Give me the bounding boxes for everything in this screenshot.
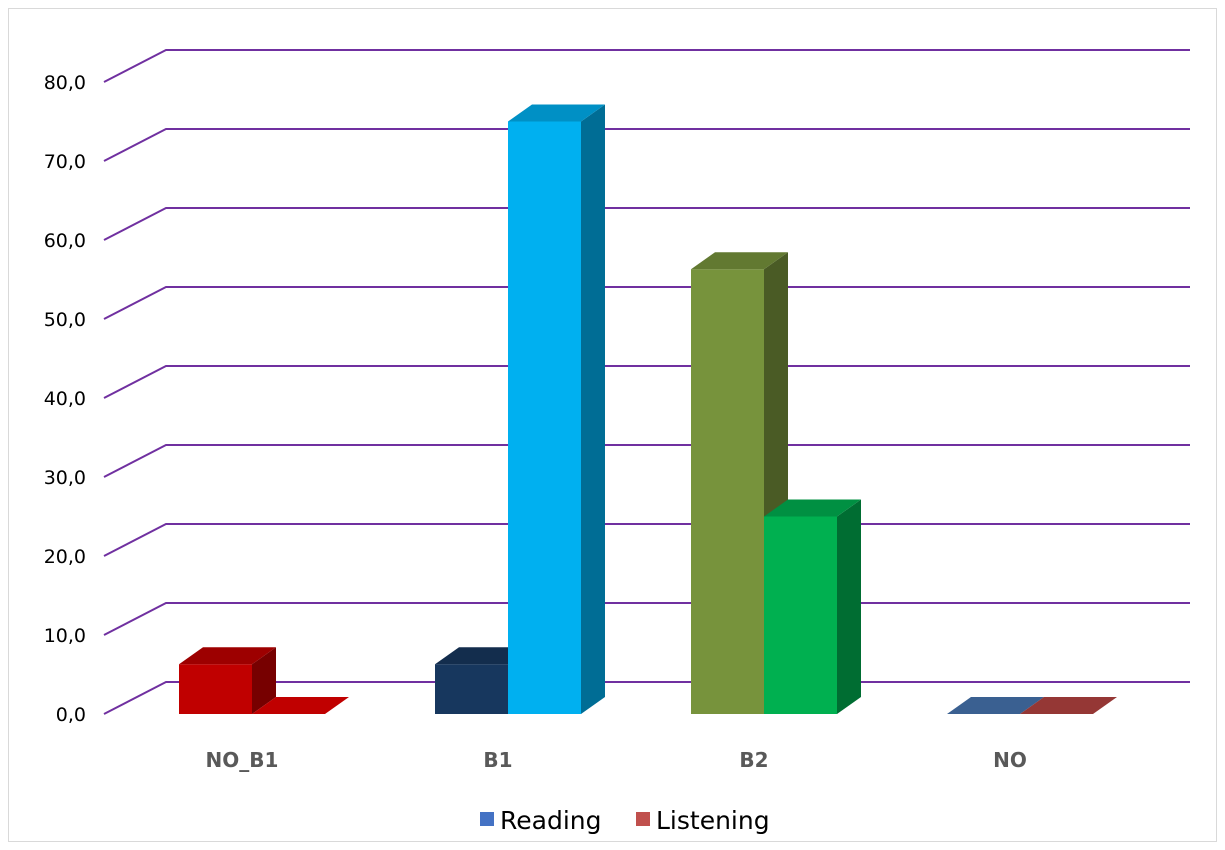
y-tick-label: 40,0 (44, 388, 86, 410)
bar-top (435, 647, 532, 665)
bars (179, 104, 1117, 715)
bar-side (252, 647, 276, 714)
bar-front (508, 121, 581, 714)
gridline (103, 207, 1190, 241)
bar (252, 697, 349, 714)
gridline (103, 128, 1190, 162)
bar-top (508, 104, 605, 122)
bar (764, 499, 861, 714)
x-tick-label: B1 (483, 748, 512, 772)
gridline (103, 286, 1190, 320)
bar (1020, 697, 1117, 714)
y-tick-label: 10,0 (44, 625, 86, 647)
bar-side (837, 499, 861, 714)
gridline (103, 49, 1190, 83)
y-tick-label: 70,0 (44, 151, 86, 173)
legend-label-listening: Listening (656, 806, 770, 835)
bar-top (179, 647, 276, 665)
bar-front (179, 664, 252, 714)
bar (179, 647, 276, 714)
gridline (103, 602, 1190, 636)
legend-label-reading: Reading (500, 806, 601, 835)
y-tick-label: 80,0 (44, 72, 86, 94)
bar (947, 697, 1044, 714)
bar-top (252, 697, 349, 714)
y-tick-label: 20,0 (44, 546, 86, 568)
y-tick-label: 60,0 (44, 230, 86, 252)
x-tick-label: NO_B1 (206, 748, 279, 772)
y-tick-label: 30,0 (44, 467, 86, 489)
bar-top (947, 697, 1044, 714)
bar (508, 104, 605, 714)
bar-front (435, 664, 508, 714)
x-axis-ticks: NO_B1 B1 B2 NO (206, 748, 1027, 772)
y-tick-label: 0,0 (56, 704, 86, 726)
gridline (103, 444, 1190, 478)
y-tick-label: 50,0 (44, 309, 86, 331)
legend-swatch-listening (636, 812, 650, 826)
bar-side (581, 104, 605, 714)
gridline (103, 523, 1190, 557)
legend-swatch-reading (480, 812, 494, 826)
gridline (103, 365, 1190, 399)
y-axis-ticks: 0,0 10,0 20,0 30,0 40,0 50,0 60,0 70,0 80,0 (44, 72, 86, 726)
bar-top (691, 252, 788, 270)
bar-front (764, 516, 837, 714)
x-tick-label: NO (993, 748, 1027, 772)
gridlines (103, 49, 1190, 715)
bar-front (691, 269, 764, 714)
x-tick-label: B2 (739, 748, 768, 772)
legend: Reading Listening (480, 806, 770, 835)
bar-top (1020, 697, 1117, 714)
bar-top (764, 499, 861, 517)
